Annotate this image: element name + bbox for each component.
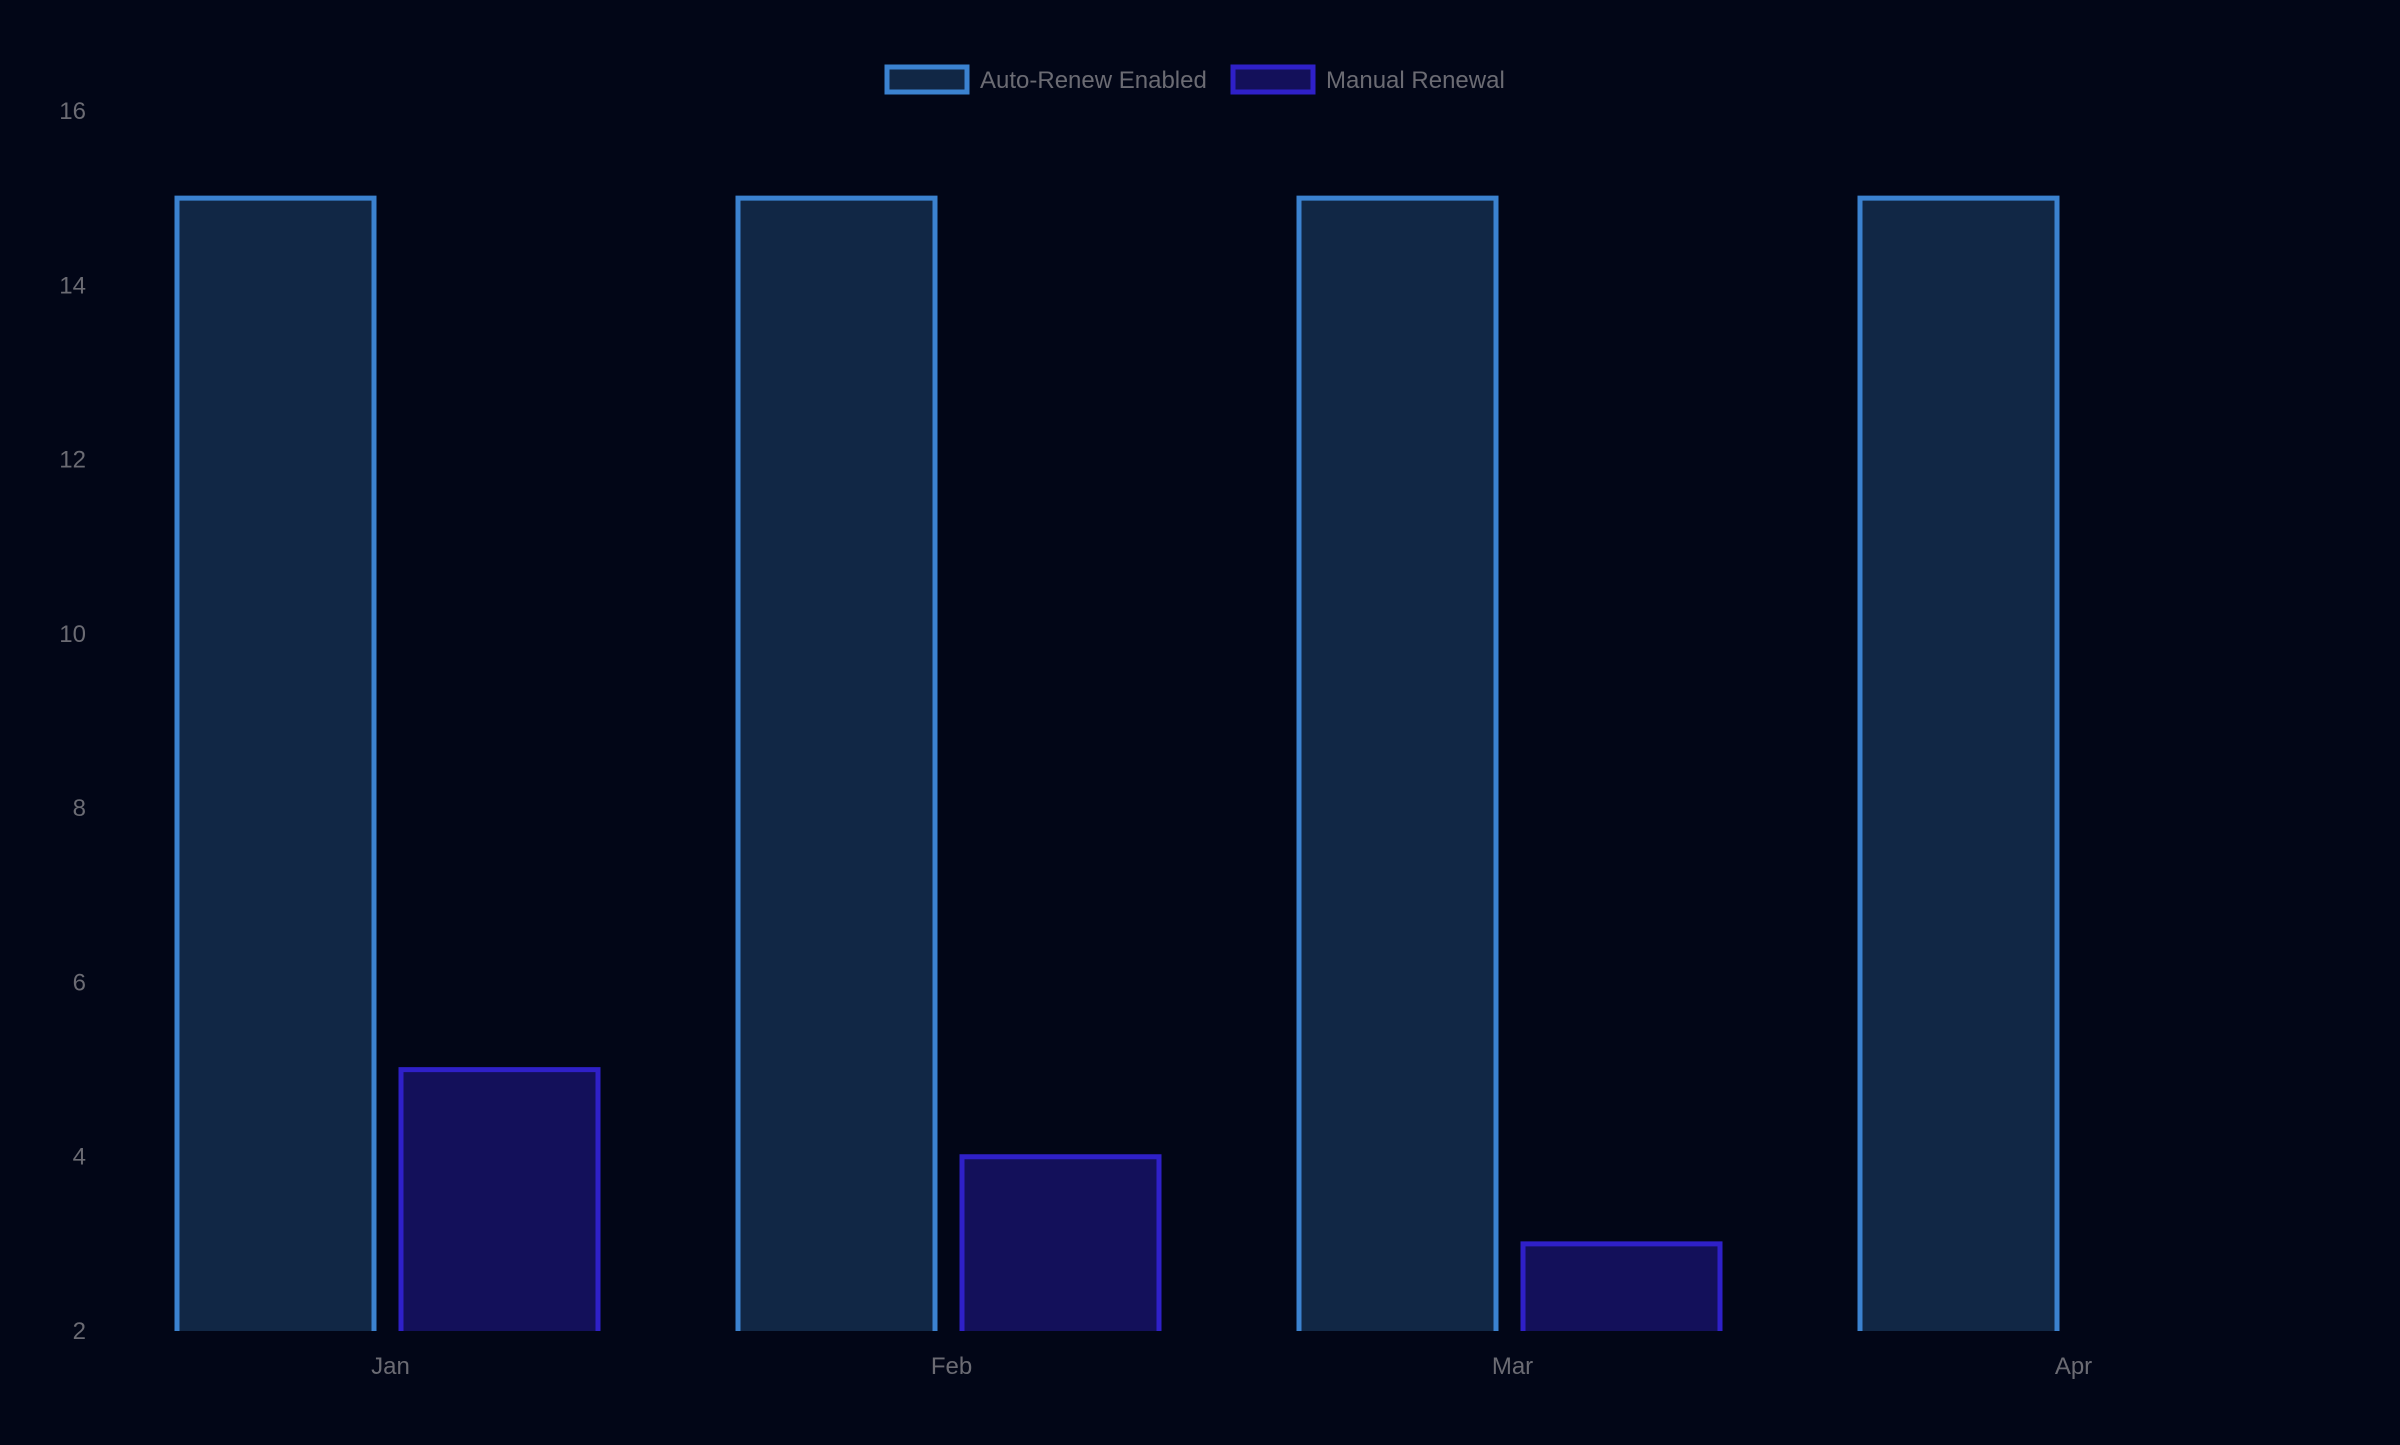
x-tick-label: Feb bbox=[931, 1353, 972, 1380]
legend: Auto-Renew Enabled Manual Renewal bbox=[884, 64, 1505, 95]
y-tick-label: 12 bbox=[59, 447, 86, 474]
y-tick-label: 14 bbox=[59, 272, 86, 299]
bar-auto-renew-mar[interactable] bbox=[1296, 195, 1499, 1331]
bar-auto-renew-feb[interactable] bbox=[735, 195, 938, 1331]
y-tick-label: 4 bbox=[73, 1144, 86, 1171]
legend-label[interactable]: Manual Renewal bbox=[1326, 67, 1505, 94]
bar-auto-renew-jan[interactable] bbox=[174, 195, 377, 1331]
x-tick-label: Apr bbox=[2055, 1353, 2092, 1380]
y-tick-label: 8 bbox=[73, 795, 86, 822]
x-tick-label: Jan bbox=[371, 1353, 410, 1380]
y-axis: 2 4 6 8 10 12 14 16 bbox=[59, 98, 86, 1345]
legend-swatch[interactable] bbox=[1230, 64, 1316, 95]
bars-group bbox=[174, 195, 2060, 1331]
legend-label[interactable]: Auto-Renew Enabled bbox=[980, 67, 1207, 94]
bar-manual-renewal-feb[interactable] bbox=[959, 1154, 1162, 1331]
y-tick-label: 16 bbox=[59, 98, 86, 125]
legend-swatch[interactable] bbox=[884, 64, 970, 95]
y-tick-label: 2 bbox=[73, 1318, 86, 1345]
x-tick-label: Mar bbox=[1492, 1353, 1533, 1380]
bar-auto-renew-apr[interactable] bbox=[1857, 195, 2060, 1331]
bar-manual-renewal-jan[interactable] bbox=[398, 1067, 601, 1331]
y-tick-label: 10 bbox=[59, 621, 86, 648]
x-axis: Jan Feb Mar Apr bbox=[371, 1353, 2092, 1380]
y-tick-label: 6 bbox=[73, 969, 86, 996]
bar-manual-renewal-mar[interactable] bbox=[1520, 1241, 1723, 1331]
